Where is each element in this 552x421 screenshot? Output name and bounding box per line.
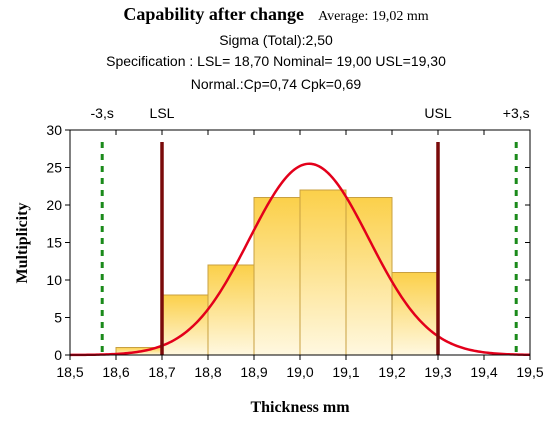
y-tick-label: 20: [46, 197, 62, 213]
x-tick-label: 19,4: [470, 364, 497, 380]
reference-line-label: +3,s: [503, 105, 530, 121]
y-tick-label: 30: [46, 122, 62, 138]
x-tick-label: 18,6: [102, 364, 129, 380]
x-tick-label: 19,1: [332, 364, 359, 380]
histogram-bar: [345, 197, 393, 356]
y-tick-label: 10: [46, 272, 62, 288]
histogram-bar: [253, 197, 301, 356]
x-tick-label: 19,3: [424, 364, 451, 380]
y-tick-label: 0: [54, 347, 62, 363]
capability-text: Normal.:Cp=0,74 Cpk=0,69: [190, 76, 362, 92]
bars-layer: [115, 189, 439, 356]
sigma-text: Sigma (Total):2,50: [219, 32, 333, 48]
histogram-bar: [207, 264, 255, 356]
x-tick-label: 19,0: [286, 364, 313, 380]
x-tick-label: 18,8: [194, 364, 221, 380]
axes-layer: 18,5 18,6 18,7 18,8 18,9 19,0 19,1 19,2 19,3 19,4…: [46, 122, 543, 380]
y-tick-label: 15: [46, 235, 62, 251]
y-axis-label: Multiplicity: [14, 203, 31, 284]
reference-line-label: -3,s: [91, 105, 114, 121]
curve-layer: [69, 162, 531, 357]
x-tick-label: 19,2: [378, 364, 405, 380]
normal-curve-line: [69, 162, 531, 357]
x-tick-label: 18,7: [148, 364, 175, 380]
y-tick-label: 25: [46, 160, 62, 176]
reference-line-label: LSL: [150, 105, 175, 121]
chart-title: Capability after change: [123, 4, 305, 24]
chart-title-line: Capability after change Average: 19,02 mm: [0, 4, 552, 25]
histogram-bar: [161, 294, 209, 356]
x-tick-label: 18,5: [56, 364, 83, 380]
histogram-bar: [299, 189, 347, 356]
reference-line-label: USL: [424, 105, 451, 121]
chart-subtitle-average: Average: 19,02 mm: [318, 9, 429, 24]
specification-text: Specification : LSL= 18,70 Nominal= 19,0…: [106, 53, 446, 69]
x-tick-label: 18,9: [240, 364, 267, 380]
x-tick-label: 19,5: [516, 364, 543, 380]
y-tick-label: 5: [54, 310, 62, 326]
reference-lines-layer: -3,s LSL USL +3,s: [91, 105, 530, 355]
x-axis-label: Thickness mm: [250, 399, 350, 416]
